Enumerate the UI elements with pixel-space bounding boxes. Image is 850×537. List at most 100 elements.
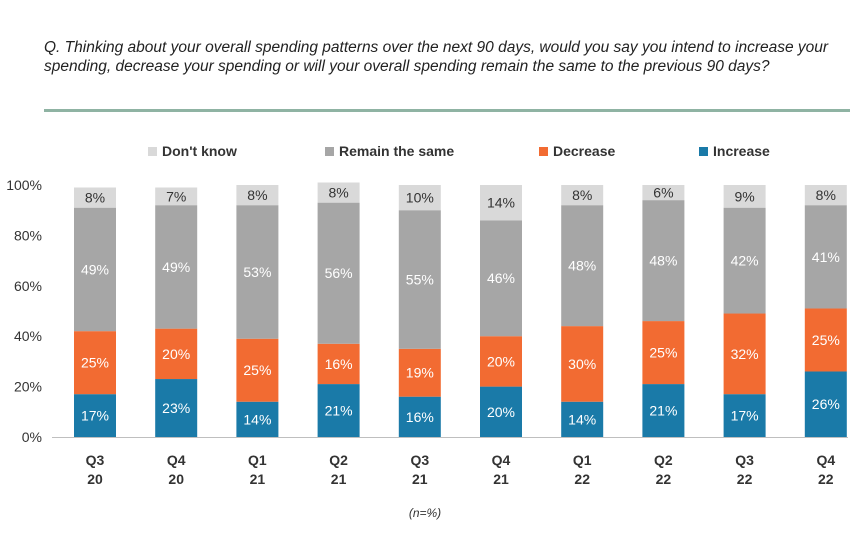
bar-decrease	[804, 308, 847, 372]
data-label-increase: 16%	[406, 409, 434, 425]
bar-remain-the-same	[317, 202, 360, 344]
x-tick-label: Q2 22	[654, 452, 673, 487]
bar-don-t-know	[480, 185, 522, 221]
bar-decrease	[155, 328, 198, 380]
data-label-decrease: 16%	[325, 356, 353, 372]
data-label-decrease: 25%	[81, 355, 109, 371]
x-tick-label: Q3 22	[735, 452, 754, 487]
data-label-don-t-know: 9%	[734, 188, 754, 204]
data-label-don-t-know: 8%	[328, 185, 348, 201]
bar-decrease	[561, 326, 604, 402]
data-label-decrease: 30%	[568, 356, 596, 372]
bar-increase	[398, 396, 441, 437]
bar-increase	[804, 371, 847, 437]
data-label-don-t-know: 10%	[406, 190, 434, 206]
legend: Don't know Remain the same Decrease Increas…	[148, 143, 770, 159]
data-label-increase: 17%	[81, 408, 109, 424]
divider-rule	[44, 109, 850, 112]
x-tick-label: Q4 20	[167, 452, 186, 487]
data-label-decrease: 25%	[812, 332, 840, 348]
bars: 17% 25% 49% 8% 23% 20% 49% 7% 14% 25% 53% 8% 21% 16% 5…	[74, 182, 847, 437]
legend-swatch-increase	[699, 147, 708, 156]
data-label-decrease: 25%	[243, 362, 271, 378]
data-label-remain-the-same: 56%	[325, 265, 353, 281]
bar-decrease	[317, 343, 360, 385]
data-label-increase: 23%	[162, 400, 190, 416]
data-label-don-t-know: 8%	[85, 190, 105, 206]
data-label-decrease: 19%	[406, 365, 434, 381]
data-label-decrease: 20%	[487, 353, 515, 369]
legend-swatch-remain-the-same	[325, 147, 334, 156]
data-label-remain-the-same: 55%	[406, 272, 434, 288]
y-tick-label: 0%	[22, 429, 42, 445]
data-label-don-t-know: 8%	[816, 187, 836, 203]
x-tick-label: Q1 22	[573, 452, 592, 487]
y-tick-label: 60%	[14, 278, 42, 294]
bar-don-t-know	[804, 185, 847, 206]
legend-label-remain-the-same: Remain the same	[339, 143, 454, 159]
data-label-remain-the-same: 48%	[649, 253, 677, 269]
bar-increase	[561, 401, 604, 437]
data-label-don-t-know: 8%	[572, 187, 592, 203]
data-label-decrease: 25%	[649, 345, 677, 361]
bar-increase	[642, 384, 685, 437]
x-tick-label: Q3 21	[410, 452, 429, 487]
data-label-remain-the-same: 53%	[243, 264, 271, 280]
data-label-remain-the-same: 49%	[81, 261, 109, 277]
data-label-don-t-know: 7%	[166, 188, 186, 204]
bar-remain-the-same	[155, 205, 198, 329]
x-tick-label: Q2 21	[329, 452, 348, 487]
bar-don-t-know	[642, 185, 685, 201]
bar-don-t-know	[317, 182, 360, 203]
bar-decrease	[642, 321, 685, 385]
bar-increase	[317, 384, 360, 437]
data-label-remain-the-same: 49%	[162, 259, 190, 275]
bar-decrease	[74, 331, 116, 395]
bar-don-t-know	[155, 187, 198, 206]
bar-increase	[236, 401, 279, 437]
x-tick-label: Q3 20	[86, 452, 105, 487]
data-label-don-t-know: 6%	[653, 185, 673, 201]
sample-note: (n=%)	[408, 506, 442, 520]
data-label-remain-the-same: 42%	[731, 253, 759, 269]
y-axis: 0% 20% 40% 60% 80% 100%	[6, 177, 848, 445]
bar-remain-the-same	[236, 205, 279, 339]
x-axis: Q3 20 Q4 20 Q1 21 Q2 21 Q3 21 Q4 21 Q1 22 Q2 22 Q3 22 Q4 22	[86, 452, 836, 487]
bar-remain-the-same	[723, 207, 766, 314]
question-text: Q. Thinking about your overall spending …	[44, 39, 829, 75]
y-tick-label: 100%	[6, 177, 42, 193]
data-label-increase: 21%	[325, 403, 353, 419]
bar-increase	[155, 379, 198, 437]
bar-remain-the-same	[398, 210, 441, 349]
data-label-don-t-know: 14%	[487, 195, 515, 211]
data-label-increase: 21%	[649, 403, 677, 419]
data-label-decrease: 32%	[731, 346, 759, 362]
bar-decrease	[398, 348, 441, 397]
bar-increase	[723, 394, 766, 437]
bar-remain-the-same	[561, 205, 604, 327]
legend-swatch-decrease	[539, 147, 548, 156]
bar-decrease	[236, 338, 279, 402]
bar-don-t-know	[236, 185, 279, 206]
legend-label-decrease: Decrease	[553, 143, 615, 159]
data-label-increase: 14%	[243, 411, 271, 427]
bar-increase	[480, 386, 522, 437]
bar-remain-the-same	[642, 200, 685, 322]
x-tick-label: Q4 21	[492, 452, 511, 487]
data-label-don-t-know: 8%	[247, 187, 267, 203]
data-label-increase: 26%	[812, 396, 840, 412]
data-label-remain-the-same: 48%	[568, 258, 596, 274]
data-label-increase: 17%	[731, 408, 759, 424]
legend-label-don-t-know: Don't know	[162, 143, 237, 159]
bar-decrease	[480, 336, 522, 387]
y-tick-label: 80%	[14, 227, 42, 243]
y-tick-label: 20%	[14, 379, 42, 395]
legend-label-increase: Increase	[713, 143, 770, 159]
data-label-remain-the-same: 46%	[487, 270, 515, 286]
bar-don-t-know	[74, 187, 116, 208]
x-tick-label: Q4 22	[816, 452, 835, 487]
bar-remain-the-same	[480, 220, 522, 337]
data-label-remain-the-same: 41%	[812, 249, 840, 265]
bar-don-t-know	[723, 185, 766, 208]
data-label-increase: 14%	[568, 411, 596, 427]
